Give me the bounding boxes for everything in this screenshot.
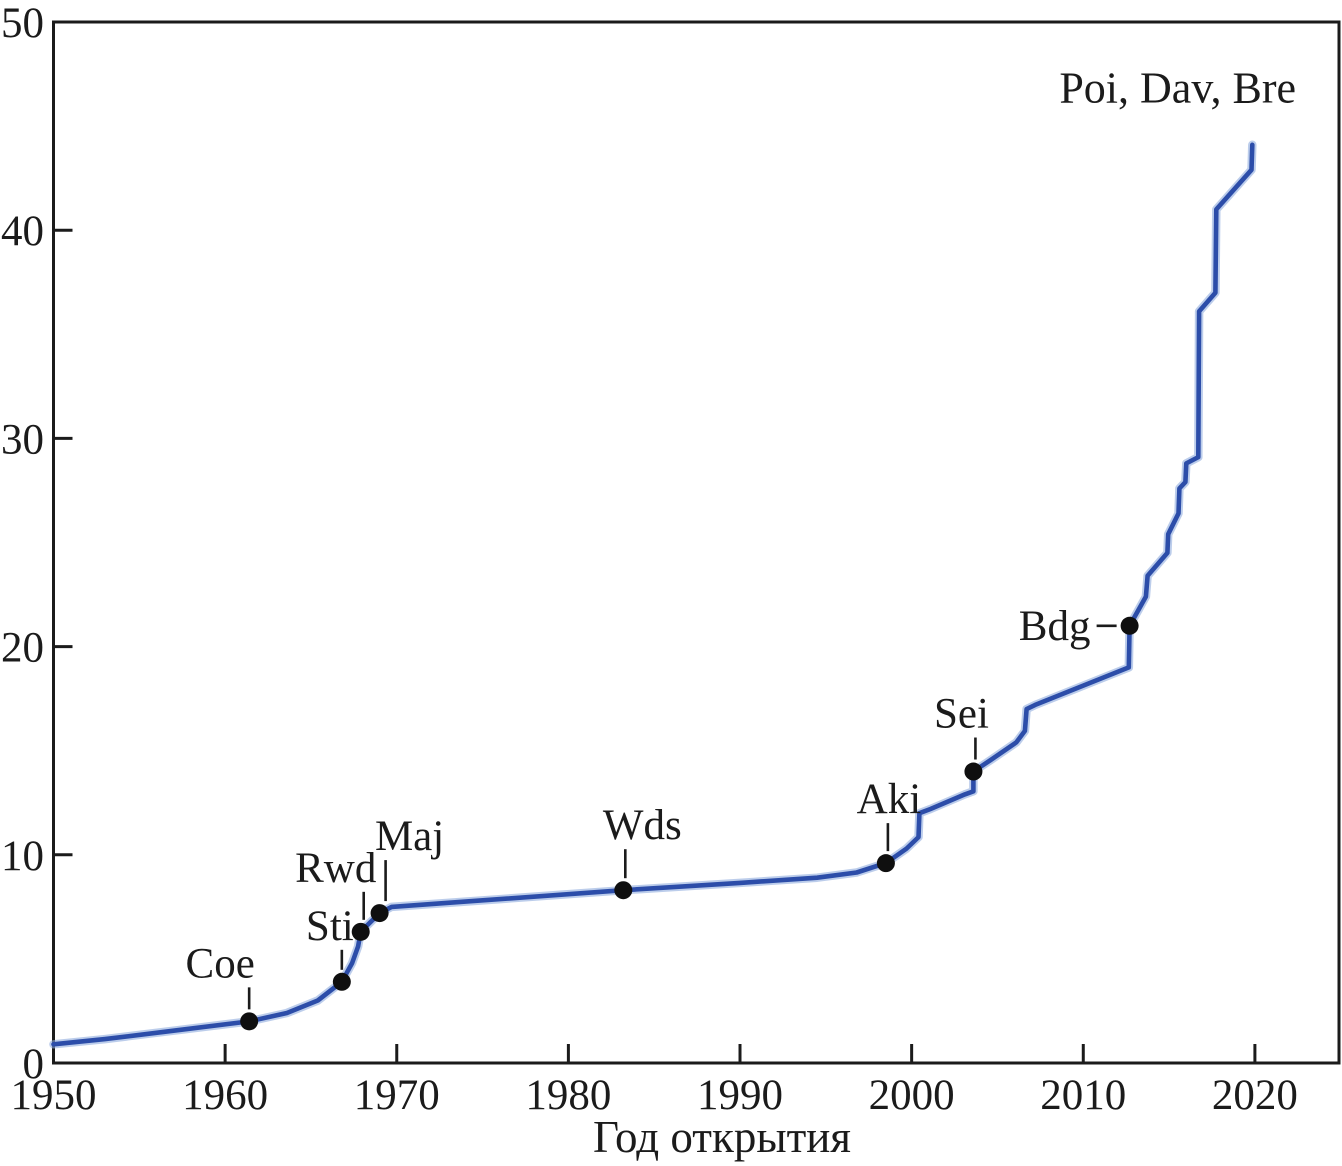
data-series (49, 140, 1257, 1049)
point-label-maj: Maj (375, 813, 444, 860)
axis-ticks (55, 228, 1257, 1062)
x-tick-label: 1980 (525, 1072, 611, 1119)
point-label-coe: Coe (186, 940, 255, 987)
y-tick-label: 10 (1, 833, 44, 880)
x-tick-label: 2010 (1040, 1072, 1126, 1119)
x-tick-label: 2020 (1212, 1072, 1298, 1119)
point-label-sti: Sti (306, 903, 354, 950)
y-tick-label: 20 (1, 625, 44, 672)
point-label-bdg: Bdg (1019, 603, 1091, 650)
y-tick-label: 50 (1, 0, 44, 47)
x-tick-label: 1950 (11, 1072, 97, 1119)
plot-border (52, 20, 1341, 1065)
point-label-wds: Wds (603, 802, 682, 849)
x-tick-label: 1990 (697, 1072, 783, 1119)
point-label-aki: Aki (857, 776, 922, 823)
annotation-poi-dav-bre: Poi, Dav, Bre (1059, 64, 1296, 113)
data-point-wds (614, 881, 633, 900)
data-point-rwd (351, 922, 370, 941)
y-tick-label: 30 (1, 416, 44, 463)
axis-tick-labels: 1950 1960 1970 1980 1990 2000 2010 2020 0 10 20 30 4… (1, 0, 1298, 1119)
x-tick-label: 2000 (869, 1072, 955, 1119)
data-point-bdg (1120, 616, 1139, 635)
x-tick-label: 1960 (182, 1072, 268, 1119)
plot-border-rect (52, 20, 1341, 1065)
point-label-sei: Sei (934, 691, 989, 738)
x-axis-title: Год открытия (593, 1112, 851, 1162)
data-point-aki (876, 854, 895, 873)
point-label-rwd: Rwd (295, 845, 376, 892)
y-tick-label: 0 (23, 1041, 45, 1088)
discovery-curve (51, 142, 1255, 1047)
data-point-maj (370, 904, 389, 923)
data-point-coe (240, 1012, 259, 1031)
x-tick-label: 1970 (354, 1072, 440, 1119)
data-point-sei (964, 762, 983, 781)
discovery-curve-halo (49, 140, 1257, 1049)
data-point-sti (332, 972, 351, 991)
y-tick-label: 40 (1, 208, 44, 255)
